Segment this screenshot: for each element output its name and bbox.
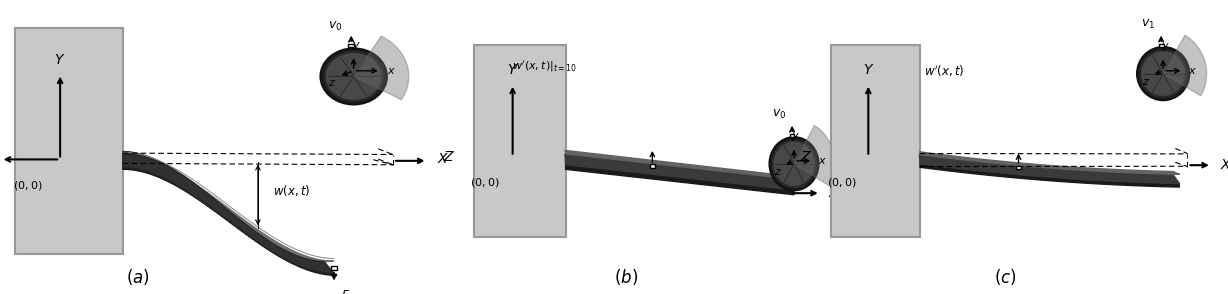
Text: $(0,0)$: $(0,0)$ <box>470 176 500 189</box>
Text: $w'(x,t)|_{t=10}$: $w'(x,t)|_{t=10}$ <box>512 59 577 74</box>
Polygon shape <box>565 154 795 190</box>
Text: $(b)$: $(b)$ <box>614 267 639 287</box>
Polygon shape <box>123 151 334 262</box>
Text: $w(x,t)$: $w(x,t)$ <box>273 183 309 198</box>
Text: $Y$: $Y$ <box>507 63 518 77</box>
Polygon shape <box>565 151 795 179</box>
Bar <box>330 266 338 270</box>
Text: $(c)$: $(c)$ <box>993 267 1017 287</box>
Text: $v_0$: $v_0$ <box>772 108 786 121</box>
Text: $x$: $x$ <box>818 156 826 166</box>
Polygon shape <box>920 164 1179 187</box>
Polygon shape <box>795 126 835 186</box>
Text: $Y$: $Y$ <box>54 53 66 66</box>
Polygon shape <box>566 165 795 195</box>
Text: $v_1$: $v_1$ <box>1141 18 1156 31</box>
Text: $z$: $z$ <box>1142 77 1149 87</box>
Text: $y$: $y$ <box>1160 41 1170 53</box>
Text: $F_0$: $F_0$ <box>341 289 355 294</box>
Polygon shape <box>123 151 334 273</box>
Ellipse shape <box>769 137 819 191</box>
Text: $X$: $X$ <box>437 152 449 166</box>
Bar <box>831 45 920 237</box>
Text: $x$: $x$ <box>387 66 395 76</box>
Bar <box>650 164 655 168</box>
Bar <box>1016 166 1022 169</box>
Ellipse shape <box>324 52 383 101</box>
Text: $z$: $z$ <box>328 78 336 88</box>
Bar <box>474 45 566 237</box>
Text: $Z$: $Z$ <box>443 150 456 164</box>
Polygon shape <box>354 36 409 100</box>
Text: $Y$: $Y$ <box>862 63 874 77</box>
Bar <box>1159 44 1164 47</box>
Text: $X$: $X$ <box>1219 158 1228 172</box>
Text: $w'(x,t)$: $w'(x,t)$ <box>925 64 965 79</box>
Polygon shape <box>123 167 336 275</box>
Text: $Z$: $Z$ <box>799 150 812 164</box>
Bar <box>349 44 354 47</box>
Text: $y$: $y$ <box>351 40 361 52</box>
Polygon shape <box>920 155 1179 183</box>
Bar <box>15 29 123 254</box>
Ellipse shape <box>1140 50 1186 97</box>
Ellipse shape <box>1137 47 1190 101</box>
Bar <box>790 134 795 137</box>
Text: $z$: $z$ <box>774 167 782 177</box>
Polygon shape <box>1163 35 1207 96</box>
Polygon shape <box>920 152 1180 174</box>
Text: $x$: $x$ <box>1189 66 1197 76</box>
Text: $y$: $y$ <box>791 131 801 143</box>
Text: $v_0$: $v_0$ <box>328 20 343 33</box>
Text: $(0,0)$: $(0,0)$ <box>12 179 42 192</box>
Text: $(a)$: $(a)$ <box>125 267 150 287</box>
Ellipse shape <box>321 48 387 105</box>
Text: $X$: $X$ <box>828 186 841 200</box>
Text: $(0,0)$: $(0,0)$ <box>826 176 856 189</box>
Ellipse shape <box>772 140 815 187</box>
